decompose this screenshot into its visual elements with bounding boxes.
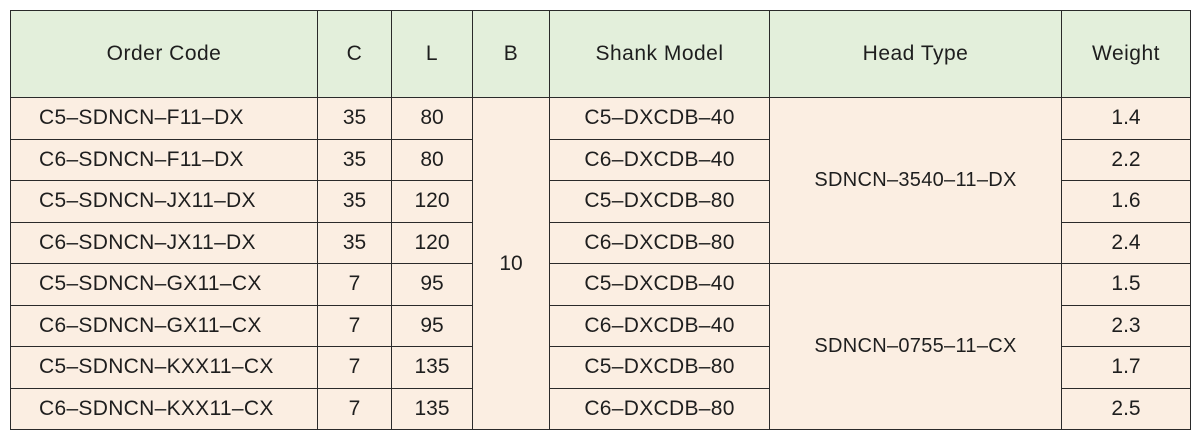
shank-model-cell: C6–DXCDB–80 <box>549 387 770 430</box>
shank-model-cell: C6–DXCDB–80 <box>549 221 770 264</box>
l-cell: 80 <box>391 97 473 140</box>
table-row: C5–SDNCN–GX11–CX 7 95 C5–DXCDB–40 SDNCN–… <box>10 263 1191 430</box>
c-cell: 7 <box>317 387 392 430</box>
c-cell: 35 <box>317 180 392 223</box>
l-cell: 120 <box>391 180 473 223</box>
order-code-cell: C6–SDNCN–KXX11–CX <box>10 387 318 430</box>
c-cell: 35 <box>317 97 392 140</box>
header-l: L <box>391 10 473 98</box>
c-cell: 35 <box>317 138 392 181</box>
l-cell: 135 <box>391 346 473 389</box>
l-cell: 135 <box>391 387 473 430</box>
order-code-cell: C6–SDNCN–JX11–DX <box>10 221 318 264</box>
shank-model-cell: C5–DXCDB–40 <box>549 97 770 140</box>
l-cell: 80 <box>391 138 473 181</box>
shank-model-cell: C5–DXCDB–80 <box>549 346 770 389</box>
table-row: C6–SDNCN–JX11–DX 35 120 C6–DXCDB–80 2.4 <box>10 221 1191 264</box>
header-weight: Weight <box>1061 10 1191 98</box>
weight-cell: 1.5 <box>1061 263 1191 306</box>
weight-cell: 2.3 <box>1061 304 1191 347</box>
header-row: Order Code C L B Shank Model Head Type W… <box>10 10 1191 98</box>
table-row: C5–SDNCN–KXX11–CX 7 135 C5–DXCDB–80 1.7 <box>10 346 1191 389</box>
table-row: C6–SDNCN–GX11–CX 7 95 C6–DXCDB–40 2.3 <box>10 304 1191 347</box>
l-cell: 95 <box>391 263 473 306</box>
shank-model-cell: C5–DXCDB–40 <box>549 263 770 306</box>
weight-cell: 1.4 <box>1061 97 1191 140</box>
shank-model-cell: C5–DXCDB–80 <box>549 180 770 223</box>
c-cell: 35 <box>317 221 392 264</box>
table-row: C5–SDNCN–JX11–DX 35 120 C5–DXCDB–80 1.6 <box>10 180 1191 223</box>
header-c: C <box>317 10 392 98</box>
shank-model-cell: C6–DXCDB–40 <box>549 304 770 347</box>
order-code-cell: C5–SDNCN–JX11–DX <box>10 180 318 223</box>
header-order-code: Order Code <box>10 10 318 98</box>
order-code-cell: C6–SDNCN–GX11–CX <box>10 304 318 347</box>
head-type-cell: SDNCN–0755–11–CX <box>769 263 1062 430</box>
weight-cell: 2.2 <box>1061 138 1191 181</box>
table-row: C6–SDNCN–KXX11–CX 7 135 C6–DXCDB–80 2.5 <box>10 387 1191 430</box>
weight-cell: 2.5 <box>1061 387 1191 430</box>
order-code-cell: C5–SDNCN–KXX11–CX <box>10 346 318 389</box>
spec-table: Order Code C L B Shank Model Head Type W… <box>10 10 1191 430</box>
c-cell: 7 <box>317 263 392 306</box>
order-code-cell: C5–SDNCN–GX11–CX <box>10 263 318 306</box>
header-b: B <box>472 10 550 98</box>
header-head-type: Head Type <box>769 10 1062 98</box>
c-cell: 7 <box>317 346 392 389</box>
l-cell: 120 <box>391 221 473 264</box>
weight-cell: 2.4 <box>1061 221 1191 264</box>
header-shank-model: Shank Model <box>549 10 770 98</box>
table-row: C6–SDNCN–F11–DX 35 80 C6–DXCDB–40 2.2 <box>10 138 1191 181</box>
table-row: C5–SDNCN–F11–DX 35 80 10 C5–DXCDB–40 SDN… <box>10 97 1191 430</box>
weight-cell: 1.7 <box>1061 346 1191 389</box>
spec-table-container: Order Code C L B Shank Model Head Type W… <box>10 10 1191 438</box>
c-cell: 7 <box>317 304 392 347</box>
order-code-cell: C6–SDNCN–F11–DX <box>10 138 318 181</box>
weight-cell: 1.6 <box>1061 180 1191 223</box>
l-cell: 95 <box>391 304 473 347</box>
head-type-cell: SDNCN–3540–11–DX <box>769 97 1062 264</box>
order-code-cell: C5–SDNCN–F11–DX <box>10 97 318 140</box>
b-cell: 10 <box>472 97 550 430</box>
shank-model-cell: C6–DXCDB–40 <box>549 138 770 181</box>
